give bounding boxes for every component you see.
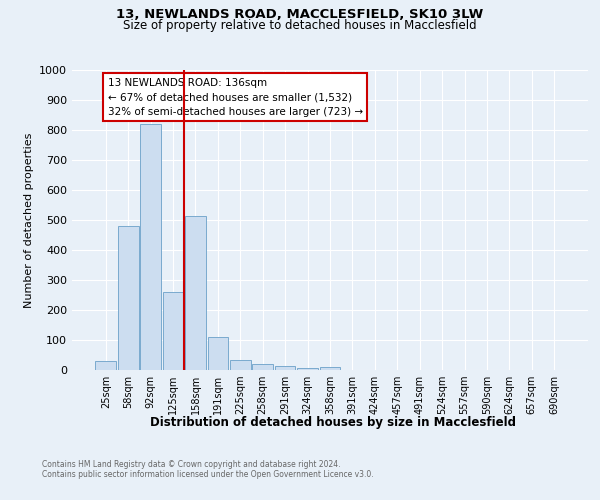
Text: 13 NEWLANDS ROAD: 136sqm
← 67% of detached houses are smaller (1,532)
32% of sem: 13 NEWLANDS ROAD: 136sqm ← 67% of detach… [107, 78, 362, 117]
Y-axis label: Number of detached properties: Number of detached properties [23, 132, 34, 308]
Bar [163, 292, 184, 370]
Bar [297, 368, 318, 370]
Bar [230, 360, 251, 370]
Bar [320, 367, 340, 370]
Bar [208, 337, 228, 370]
Text: Size of property relative to detached houses in Macclesfield: Size of property relative to detached ho… [123, 19, 477, 32]
Bar [275, 366, 295, 370]
Bar [185, 216, 206, 370]
Text: 13, NEWLANDS ROAD, MACCLESFIELD, SK10 3LW: 13, NEWLANDS ROAD, MACCLESFIELD, SK10 3L… [116, 8, 484, 20]
Bar [253, 364, 273, 370]
Bar [118, 226, 139, 370]
Text: Distribution of detached houses by size in Macclesfield: Distribution of detached houses by size … [150, 416, 516, 429]
Text: Contains HM Land Registry data © Crown copyright and database right 2024.: Contains HM Land Registry data © Crown c… [42, 460, 341, 469]
Bar [140, 124, 161, 370]
Bar [95, 361, 116, 370]
Text: Contains public sector information licensed under the Open Government Licence v3: Contains public sector information licen… [42, 470, 374, 479]
